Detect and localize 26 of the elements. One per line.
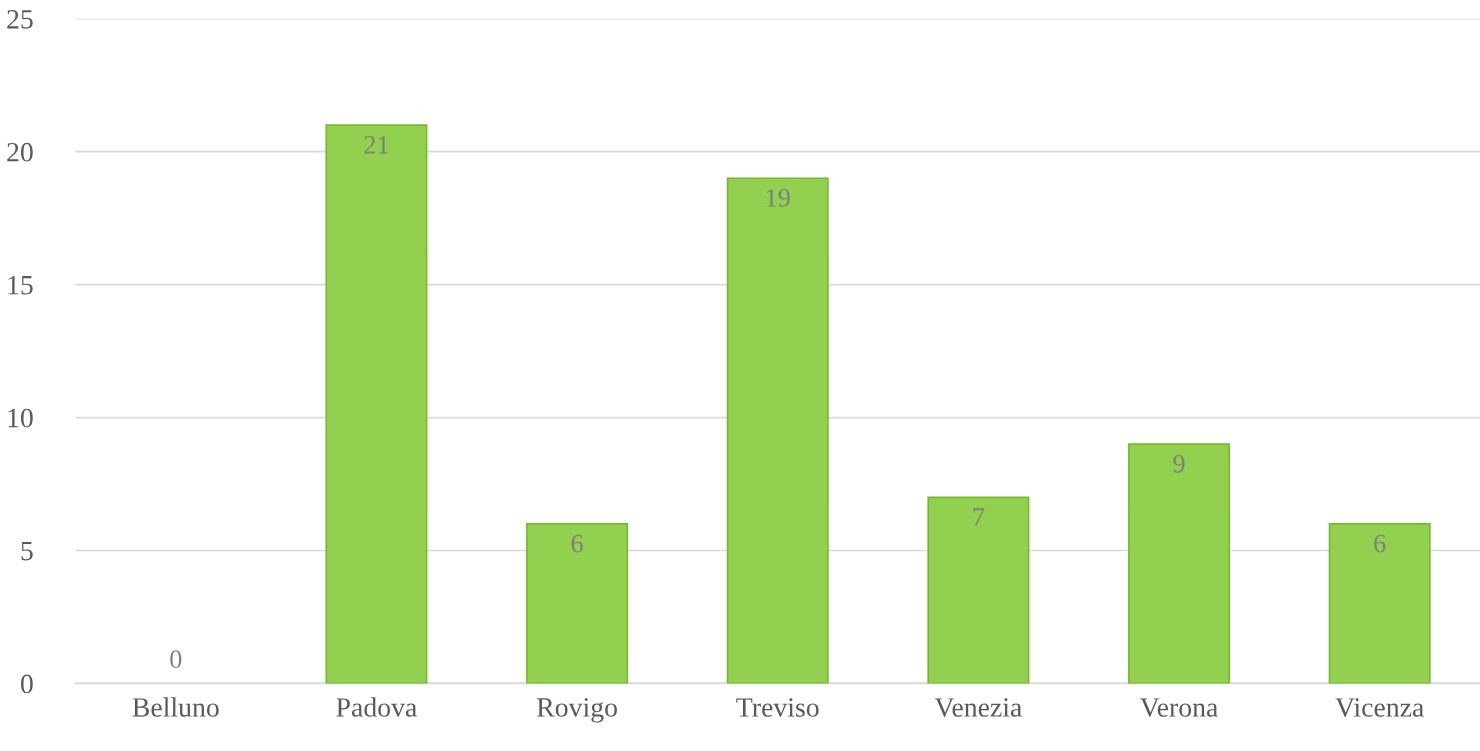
data-label: 6 bbox=[571, 534, 583, 553]
data-label: 21 bbox=[364, 135, 389, 154]
x-tick-label: Vicenza bbox=[1335, 698, 1424, 717]
data-label: 6 bbox=[1374, 534, 1386, 553]
x-tick-label: Verona bbox=[1140, 698, 1218, 717]
bar bbox=[726, 177, 829, 684]
y-tick-label: 20 bbox=[7, 142, 33, 162]
x-tick-label: Venezia bbox=[934, 698, 1022, 717]
y-tick-label: 10 bbox=[8, 408, 33, 428]
x-tick-label: Padova bbox=[336, 697, 417, 717]
y-tick-label: 5 bbox=[21, 541, 33, 561]
data-label: 0 bbox=[170, 650, 182, 669]
y-tick-label: 15 bbox=[8, 275, 33, 295]
bar bbox=[325, 124, 428, 684]
bar bbox=[526, 523, 629, 684]
data-label: 19 bbox=[766, 189, 790, 207]
y-tick-label: 25 bbox=[7, 10, 33, 29]
bar bbox=[927, 496, 1030, 684]
x-tick-label: Belluno bbox=[132, 697, 219, 717]
x-tick-label: Rovigo bbox=[536, 698, 617, 723]
data-label: 7 bbox=[973, 508, 985, 526]
y-tick-label: 0 bbox=[20, 674, 33, 694]
x-tick-label: Treviso bbox=[736, 698, 819, 717]
data-label: 9 bbox=[1173, 454, 1185, 473]
bar bbox=[1328, 523, 1431, 684]
bar bbox=[1128, 443, 1231, 684]
